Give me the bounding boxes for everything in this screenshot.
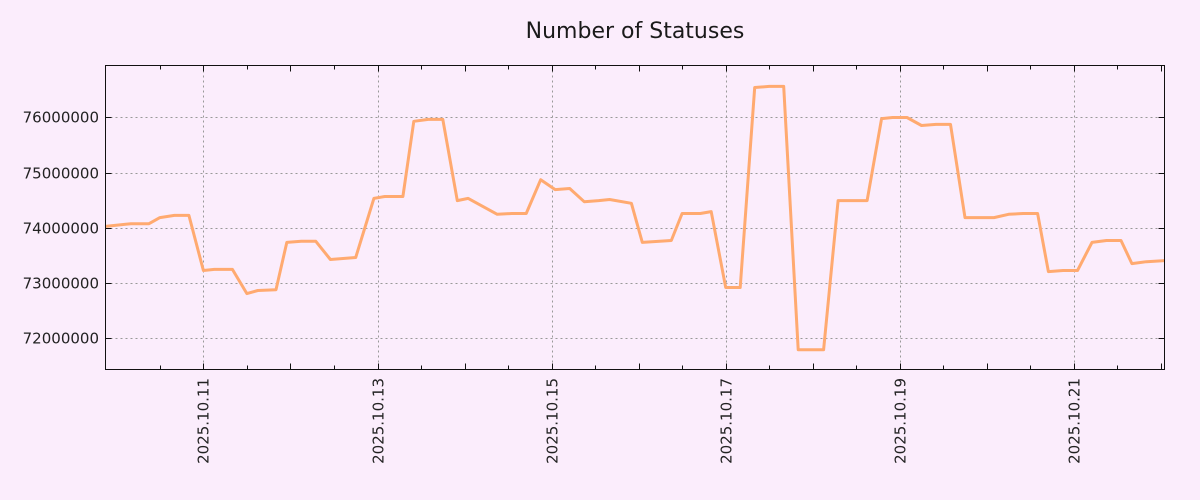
y-tick-label: 73000000	[23, 275, 99, 293]
x-tick-label: 2025.10.21	[1066, 378, 1084, 464]
y-tick-label: 74000000	[23, 220, 99, 238]
y-tick-label: 72000000	[23, 330, 99, 348]
y-tick-labels: 72000000 73000000 74000000 75000000 76000000	[23, 109, 99, 348]
chart-title: Number of Statuses	[526, 19, 745, 44]
x-tick-label: 2025.10.13	[370, 378, 388, 464]
x-tick-label: 2025.10.11	[195, 378, 213, 464]
x-tick-labels: 2025.10.11 2025.10.13 2025.10.15 2025.10.17…	[195, 378, 1084, 464]
y-tick-label: 75000000	[23, 165, 99, 183]
x-tick-label: 2025.10.17	[718, 378, 736, 464]
y-tick-label: 76000000	[23, 109, 99, 127]
series-line	[105, 84, 1165, 352]
axis-ticks	[105, 65, 1165, 370]
x-tick-label: 2025.10.19	[892, 378, 910, 464]
x-tick-label: 2025.10.15	[544, 378, 562, 464]
plot-frame	[105, 65, 1165, 370]
